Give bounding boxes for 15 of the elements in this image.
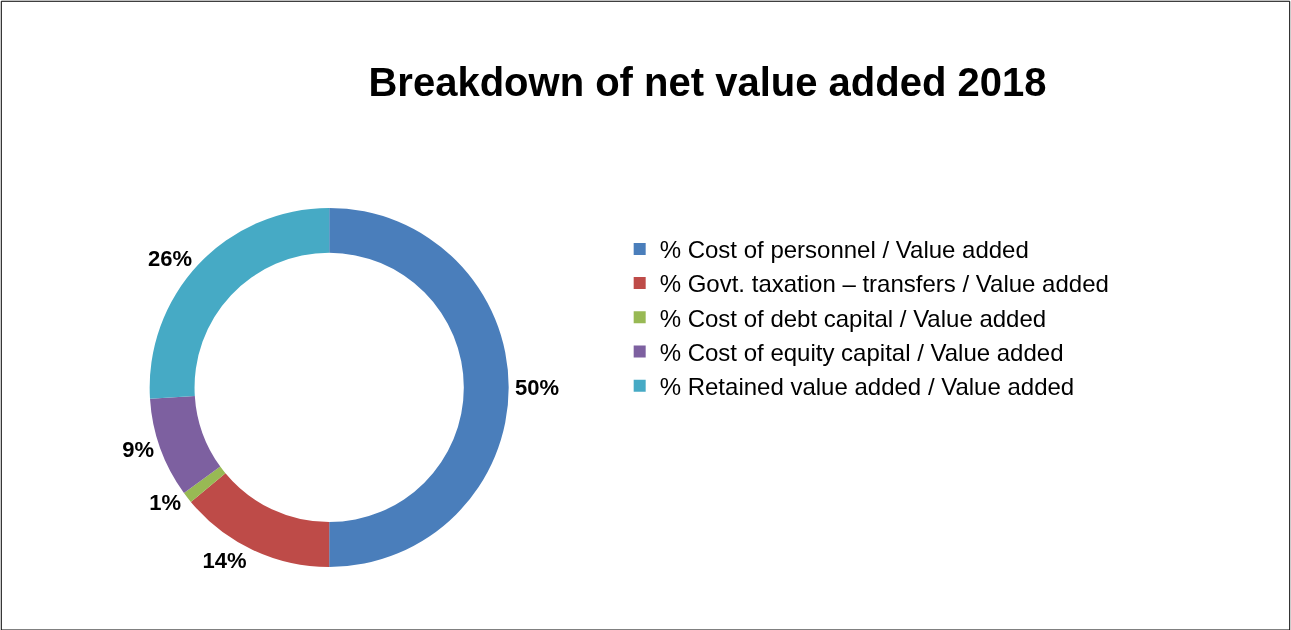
- data-label: 9%: [122, 437, 155, 463]
- legend-label: % Cost of debt capital / Value added: [659, 304, 1047, 332]
- legend-label: % Retained value added / Value added: [659, 373, 1075, 401]
- donut-slice: [183, 466, 226, 502]
- donut-slice: [329, 207, 509, 567]
- data-label: 1%: [149, 489, 182, 515]
- donut-slice: [150, 207, 330, 399]
- data-label: 26%: [148, 246, 193, 272]
- chart-title: Breakdown of net value added 2018: [368, 59, 1047, 104]
- data-label: 14%: [202, 547, 247, 573]
- data-label: 50%: [515, 374, 560, 400]
- legend-label: % Cost of equity capital / Value added: [659, 338, 1064, 366]
- legend-label: % Cost of personnel / Value added: [659, 236, 1029, 264]
- legend-label: % Govt. taxation – transfers / Value added: [659, 270, 1109, 298]
- donut-slice: [190, 473, 330, 567]
